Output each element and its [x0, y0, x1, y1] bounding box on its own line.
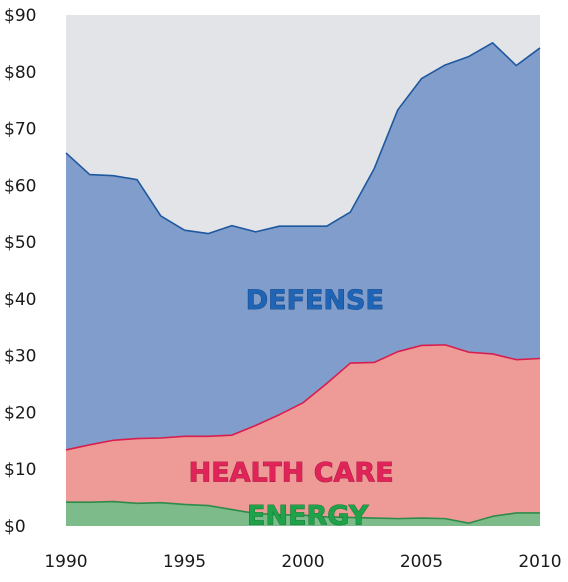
line-energy — [66, 500, 540, 524]
y-tick-label: $90 — [4, 6, 36, 26]
y-tick-label: $20 — [4, 403, 36, 423]
area-energy — [66, 501, 540, 526]
x-tick-label: 1990 — [44, 552, 87, 572]
y-tick-label: $30 — [4, 347, 36, 367]
y-tick-label: $40 — [4, 290, 36, 310]
y-tick-label: $10 — [4, 460, 36, 480]
line-defense — [65, 42, 541, 235]
series-lines — [65, 42, 541, 524]
x-tick-label: 1995 — [163, 552, 206, 572]
x-axis: 1990 1995 2000 2005 2010 — [44, 552, 561, 572]
y-axis: $0 $10 $20 $30 $40 $50 $60 $70 $80 $90 — [4, 6, 36, 537]
y-tick-label: $0 — [4, 517, 26, 537]
y-tick-label: $70 — [4, 120, 36, 140]
series-label-health-care: HEALTH CARE — [189, 457, 394, 488]
line-health-care — [65, 344, 541, 451]
area-health-care — [66, 344, 540, 524]
x-tick-label: 2000 — [281, 552, 324, 572]
series-label-defense: DEFENSE — [246, 285, 384, 316]
y-tick-label: $50 — [4, 233, 36, 253]
x-tick-label: 2010 — [518, 552, 561, 572]
y-tick-label: $60 — [4, 176, 36, 196]
area-defense — [66, 42, 540, 450]
area-layers — [66, 42, 540, 526]
x-tick-label: 2005 — [400, 552, 443, 572]
y-tick-label: $80 — [4, 63, 36, 83]
series-label-energy: ENERGY — [247, 501, 369, 532]
series-labels: ENERGY HEALTH CARE DEFENSE — [188, 284, 394, 532]
